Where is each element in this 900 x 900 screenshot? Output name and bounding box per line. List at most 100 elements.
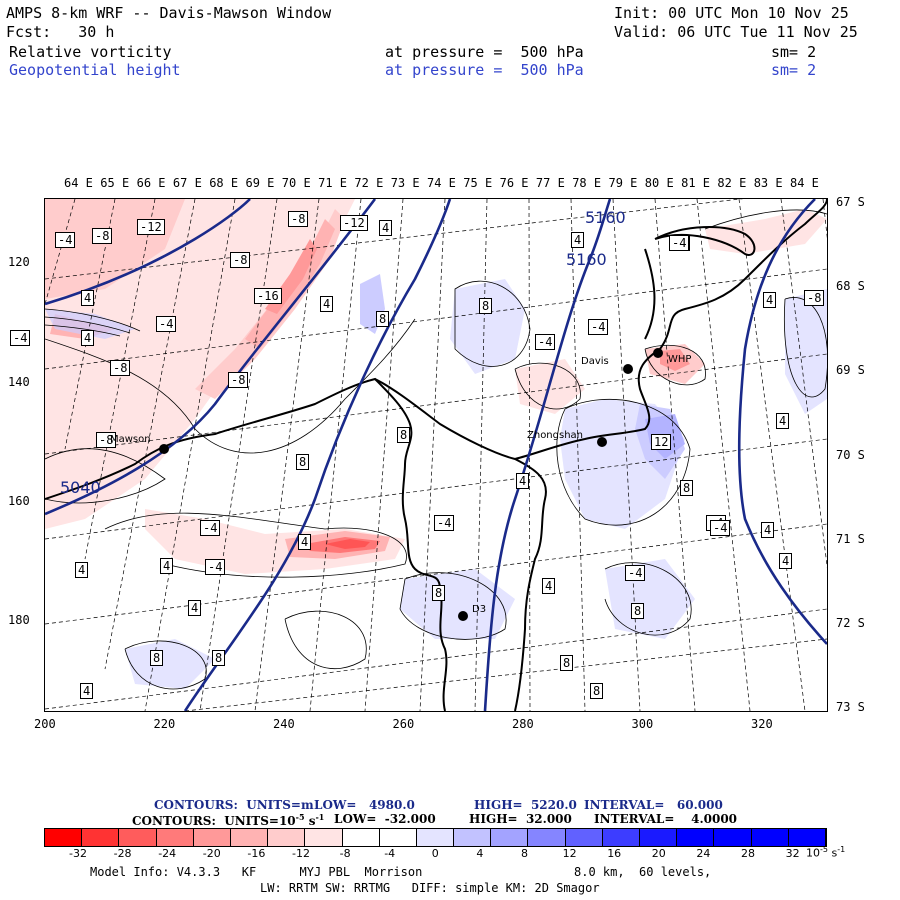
longitude-label: 70 E [281, 176, 311, 190]
forecast-hour: Fcst: 30 h [6, 23, 115, 41]
contour-value-box: -4 [205, 559, 226, 575]
longitude-label: 65 E [100, 176, 130, 190]
whp-marker [653, 348, 663, 358]
color-bar-label: 24 [696, 847, 711, 860]
y-tick-label: 160 [8, 494, 30, 508]
latitude-label: 67 S [836, 195, 865, 209]
longitude-label: 66 E [136, 176, 166, 190]
x-tick-label: 280 [512, 717, 534, 731]
model-info-2: LW: RRTM SW: RRTMG DIFF: simple KM: 2D S… [260, 881, 600, 895]
y-tick-label: 140 [8, 375, 30, 389]
longitude-label: 78 E [572, 176, 602, 190]
contour-value-box: 4 [298, 534, 312, 550]
color-bar-swatch [714, 829, 752, 846]
legend-height-interval: INTERVAL= 60.000 [584, 798, 723, 812]
contour-value-box: -4 [588, 319, 609, 335]
contour-value-box: 4 [776, 413, 790, 429]
latitude-label: 72 S [836, 616, 865, 630]
latitude-label: 69 S [836, 363, 865, 378]
davis-marker [623, 364, 633, 374]
contour-value-box: 4 [379, 220, 393, 236]
color-bar-swatch [416, 829, 455, 846]
station-davis: Davis [581, 356, 609, 367]
height-label-5160-b: 5160 [566, 250, 607, 269]
legend-vort-low: LOW= -32.000 [334, 812, 436, 826]
contour-value-box: 4 [779, 553, 793, 569]
longitude-label: 83 E [753, 176, 783, 190]
contour-value-box: -8 [92, 228, 113, 244]
color-bar-label: 4 [476, 847, 484, 860]
field1-pressure: at pressure = 500 hPa [385, 43, 584, 61]
color-bar-label: -8 [339, 847, 351, 860]
color-bar-label: -12 [292, 847, 310, 860]
legend-vort-label: CONTOURS: UNITS=10-5 s-1 [132, 812, 325, 828]
color-bar-label: -28 [113, 847, 132, 860]
contour-value-box: -4 [434, 515, 455, 531]
contour-value-box: -4 [10, 330, 31, 346]
contour-value-box: 8 [212, 650, 226, 666]
station-d3: D3 [472, 604, 487, 615]
station-zhongshan: Zhongshan [527, 430, 584, 441]
color-bar-swatch [193, 829, 231, 846]
field2-pressure: at pressure = 500 hPa [385, 61, 584, 79]
zhongshan-marker [597, 437, 607, 447]
longitude-label: 67 E [172, 176, 202, 190]
contour-value-box: 4 [516, 473, 530, 489]
longitude-label: 80 E [644, 176, 674, 190]
longitude-label: 71 E [318, 176, 347, 190]
contour-value-box: 8 [479, 298, 493, 314]
color-bar-swatch [528, 829, 566, 846]
contour-value-box: 4 [542, 578, 556, 594]
color-bar-swatch [751, 829, 789, 846]
color-bar-label: -4 [384, 847, 396, 860]
legend-vort-high: HIGH= 32.000 [469, 812, 572, 826]
contour-value-box: 8 [590, 683, 604, 699]
color-bar-swatch [156, 829, 194, 846]
contour-value-box: 8 [560, 655, 574, 671]
color-bar-swatch [305, 829, 343, 846]
contour-value-box: -4 [710, 520, 731, 536]
longitude-label: 77 E [535, 176, 565, 190]
color-bar-label: 16 [607, 847, 622, 860]
color-bar-label: 0 [431, 847, 439, 860]
contour-value-box: 8 [680, 480, 694, 496]
color-bar-swatch [268, 829, 306, 846]
x-tick-label: 220 [153, 717, 176, 731]
contour-value-box: 4 [81, 290, 95, 306]
contour-value-box: 4 [571, 232, 585, 248]
contour-value-box: -8 [230, 252, 251, 268]
contour-value-box: 4 [81, 330, 95, 346]
contour-value-box: 4 [188, 600, 202, 616]
longitude-label: 84 E [790, 176, 819, 190]
longitude-label: 72 E [354, 176, 384, 190]
contour-value-box: -4 [156, 316, 177, 332]
color-bar-swatch [788, 829, 826, 846]
station-mawson: Mawson [110, 434, 151, 445]
field1-name: Relative vorticity [9, 43, 172, 61]
latitude-label: 71 S [836, 531, 865, 546]
contour-value-box: 8 [432, 585, 446, 601]
field1-smoothing: sm= 2 [771, 43, 817, 61]
color-bar-label: -20 [202, 847, 221, 860]
color-bar-label: 8 [521, 847, 528, 860]
legend-height-label: CONTOURS: UNITS=m [154, 798, 314, 812]
contour-value-box: -4 [535, 334, 556, 350]
longitude-label: 74 E [427, 176, 456, 190]
x-tick-label: 200 [34, 717, 56, 731]
color-bar-swatch [379, 829, 417, 846]
d3-marker [458, 611, 468, 621]
longitude-label: 73 E [390, 176, 420, 190]
color-bar-swatch [491, 829, 529, 846]
contour-value-box: 4 [80, 683, 94, 699]
height-label-5160-a: 5160 [585, 208, 626, 227]
x-tick-label: 240 [273, 717, 295, 731]
latitude-label: 73 S [836, 700, 865, 715]
contour-value-box: -8 [96, 432, 117, 448]
contour-value-box: -4 [200, 520, 221, 536]
contour-value-box: 4 [761, 522, 775, 538]
contour-value-box: -12 [340, 215, 368, 231]
color-bar-swatch [230, 829, 269, 846]
vorticity-map[interactable] [44, 198, 828, 712]
contour-value-box: -4 [55, 232, 76, 248]
color-bar-label: -32 [69, 847, 87, 860]
